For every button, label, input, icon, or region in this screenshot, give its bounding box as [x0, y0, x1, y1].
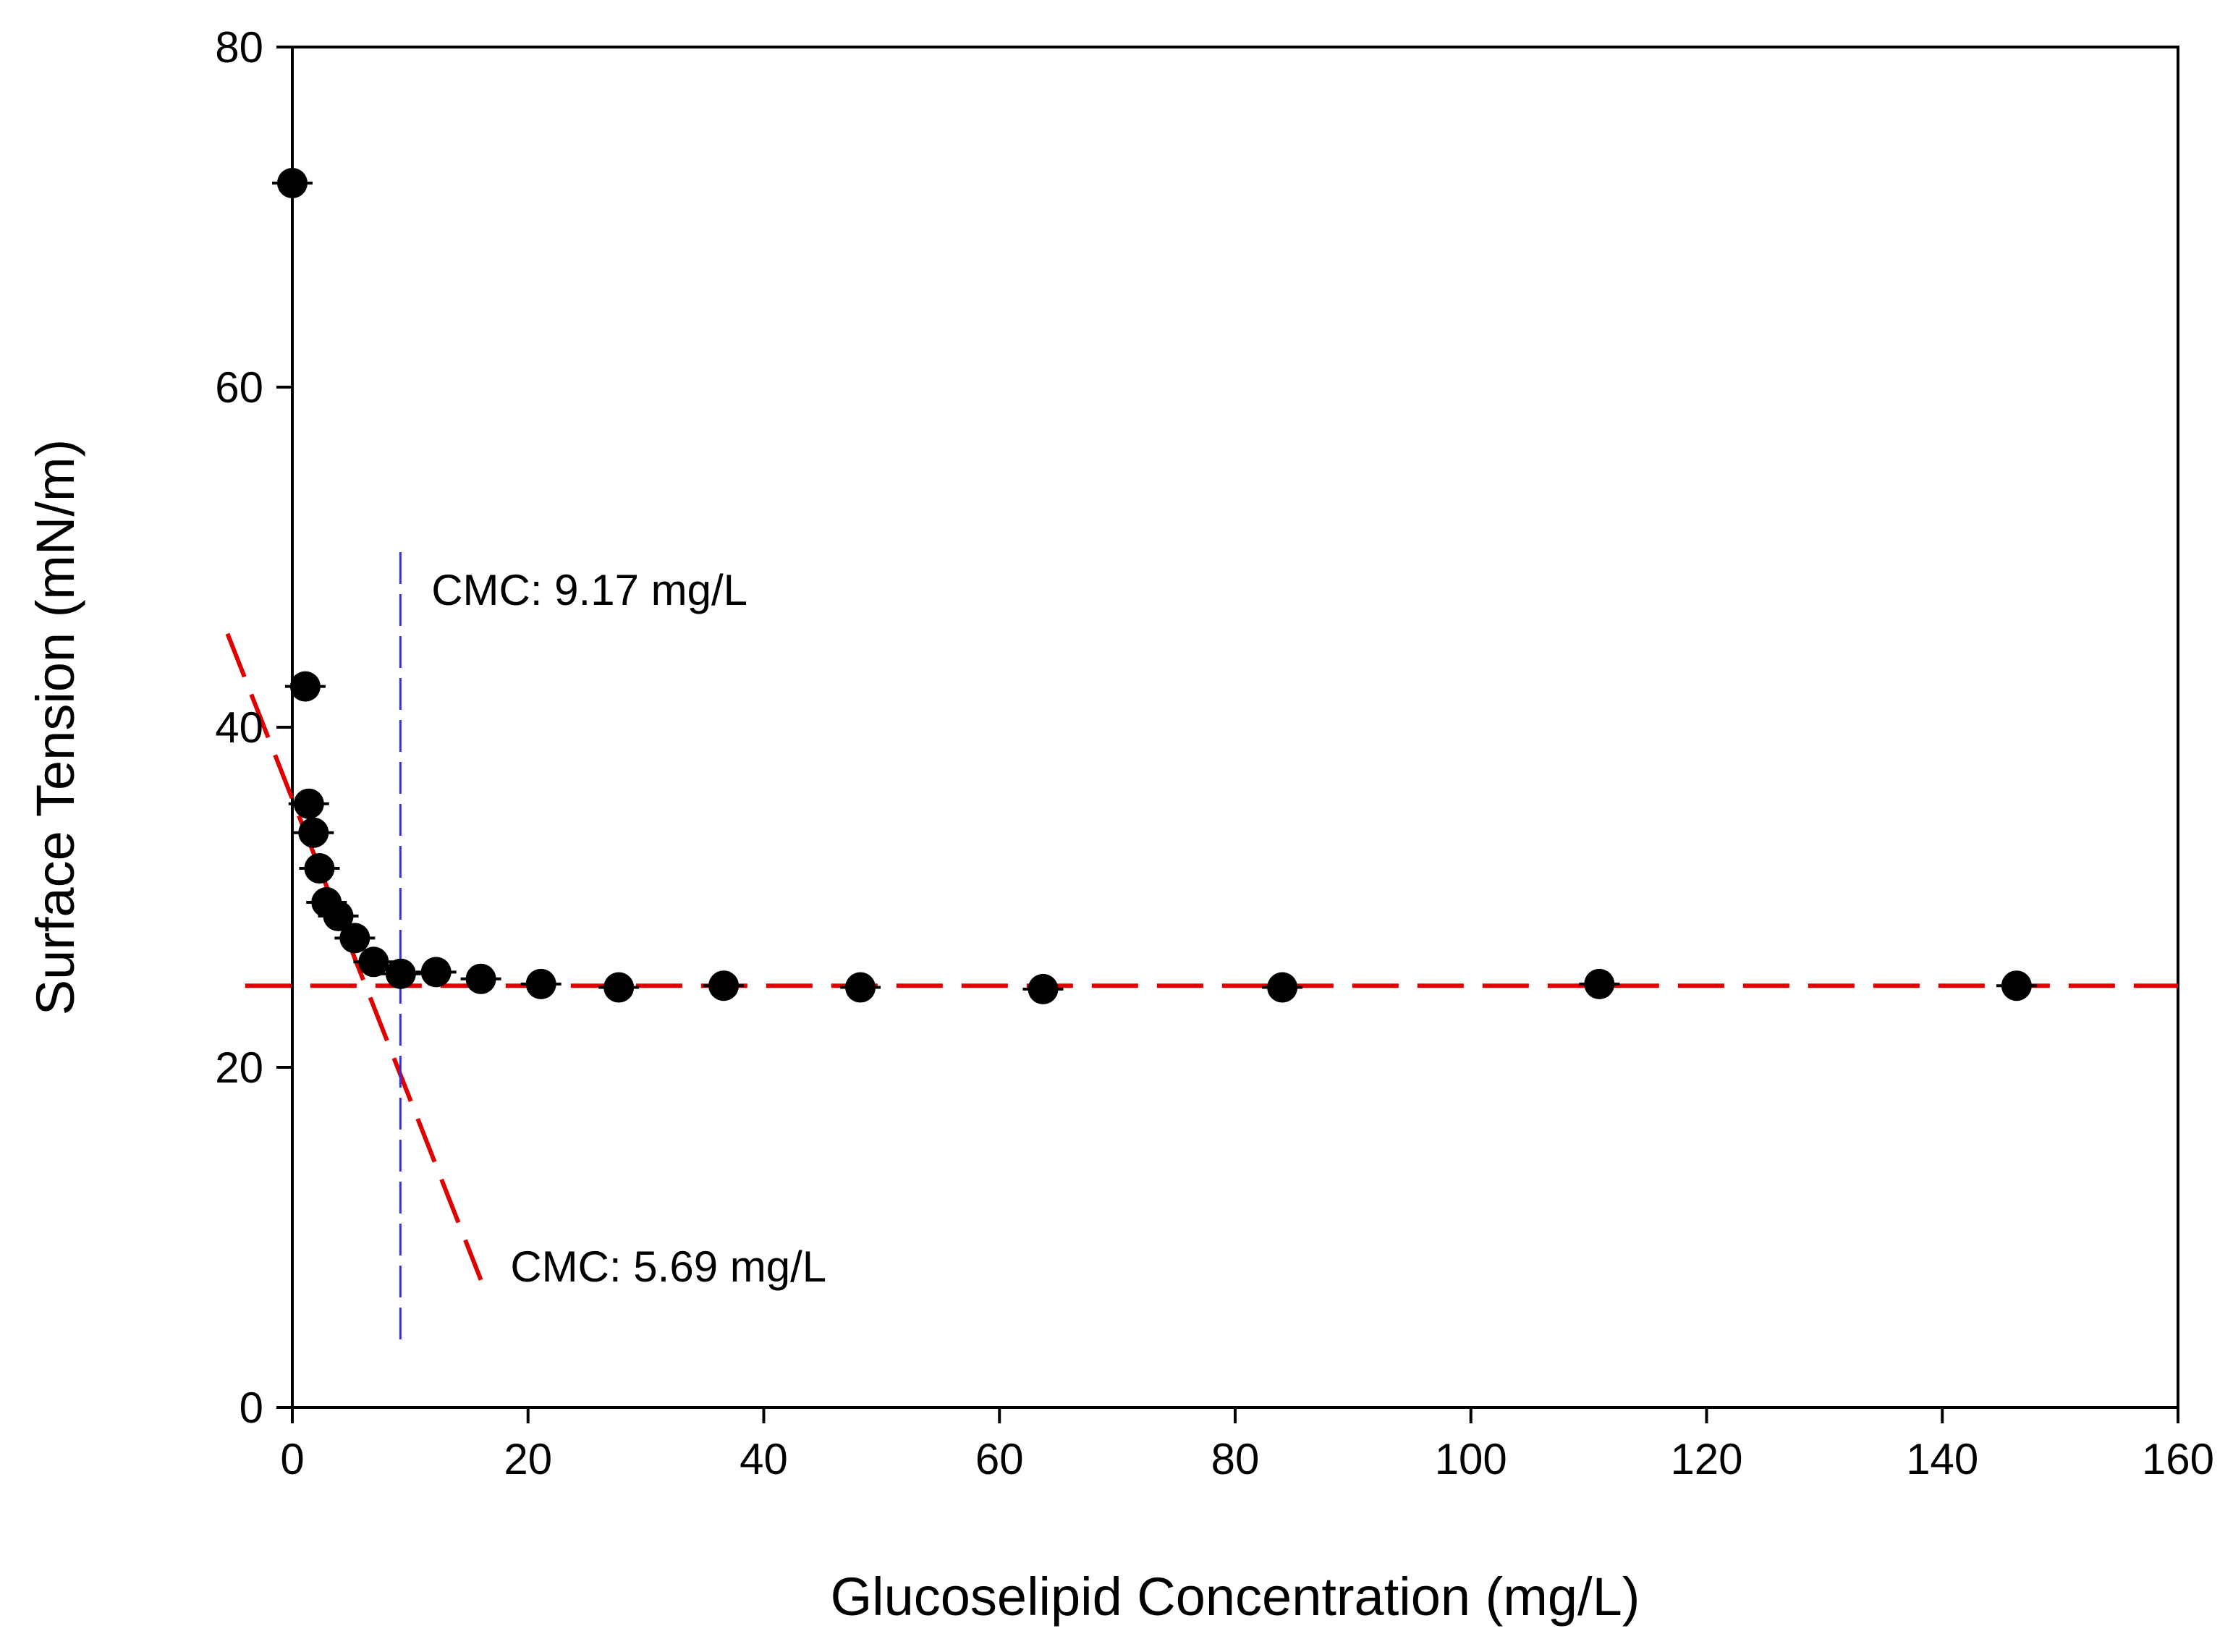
x-tick-label: 60	[975, 1435, 1024, 1483]
y-axis-title: Surface Tension (mN/m)	[25, 439, 85, 1015]
annotations: CMC: 9.17 mg/L CMC: 5.69 mg/L	[431, 566, 826, 1291]
data-point	[293, 788, 324, 819]
x-tick-label: 80	[1211, 1435, 1260, 1483]
data-point	[845, 972, 876, 1003]
y-axis-ticks: 0 20 40 60 80	[215, 23, 292, 1432]
data-point	[465, 963, 496, 994]
data-point	[289, 671, 321, 702]
cmc-annotation: CMC: 5.69 mg/L	[510, 1242, 826, 1291]
x-tick-label: 100	[1435, 1435, 1507, 1483]
data-point	[420, 957, 452, 988]
x-tick-label: 120	[1670, 1435, 1742, 1483]
data-point	[339, 923, 370, 954]
y-tick-label: 20	[215, 1043, 263, 1092]
x-tick-label: 20	[504, 1435, 552, 1483]
data-point	[708, 970, 740, 1001]
y-tick-label: 0	[240, 1384, 263, 1432]
plot-area	[291, 46, 2179, 1409]
data-point	[525, 968, 556, 999]
x-tick-label: 0	[280, 1435, 304, 1483]
data-point	[385, 958, 416, 989]
data-point	[323, 900, 354, 931]
data-point	[1027, 973, 1059, 1004]
x-tick-label: 140	[1906, 1435, 1978, 1483]
cmc-annotation: CMC: 9.17 mg/L	[431, 566, 747, 614]
data-point	[358, 946, 389, 978]
slope-fit-line	[225, 632, 483, 1281]
data-points	[272, 168, 2037, 1004]
fit-lines	[225, 548, 2178, 1339]
x-tick-label: 160	[2142, 1435, 2214, 1483]
data-point	[2001, 970, 2032, 1001]
data-point	[298, 817, 329, 848]
y-tick-label: 60	[215, 363, 263, 412]
data-point	[304, 853, 335, 884]
data-point	[1584, 968, 1615, 999]
x-tick-label: 40	[740, 1435, 788, 1483]
data-point	[603, 972, 635, 1003]
x-axis-title: Glucoselipid Concentration (mg/L)	[831, 1567, 1640, 1627]
data-point	[277, 168, 308, 198]
y-tick-label: 80	[215, 23, 263, 72]
x-axis-ticks: 0 20 40 60 80 100 120 140 160	[280, 1407, 2214, 1483]
data-point	[1267, 972, 1298, 1003]
y-tick-label: 40	[215, 703, 263, 752]
